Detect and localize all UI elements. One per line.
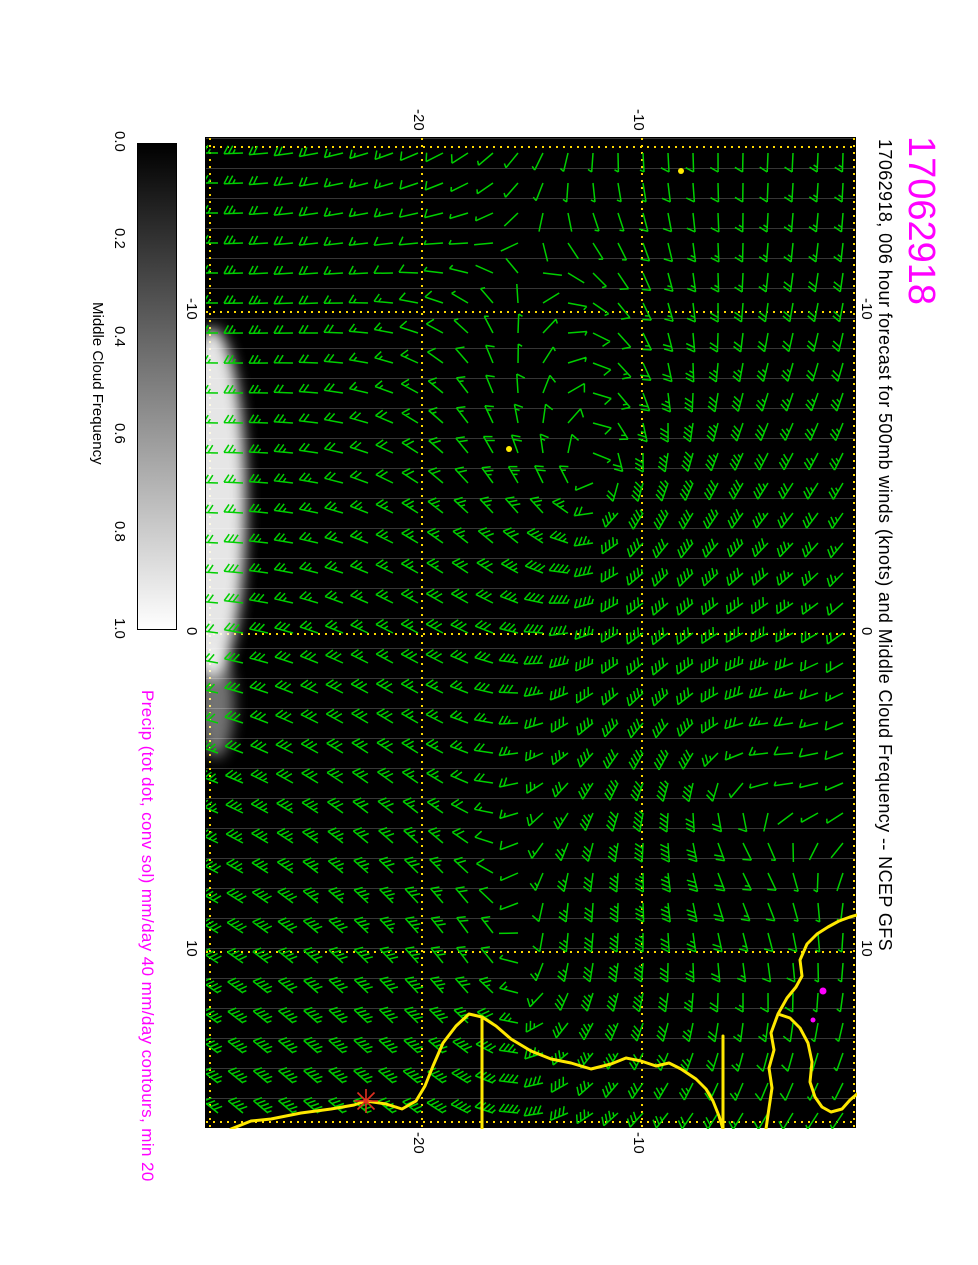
gridline-horizontal bbox=[206, 951, 857, 953]
star-marker bbox=[354, 1089, 378, 1113]
figure-title: 17062918, 006 hour forecast for 500mb wi… bbox=[875, 139, 895, 952]
precip-caption: Precip (tot dot, conv sol) mm/day 40 mm/… bbox=[138, 690, 157, 1182]
gridline-horizontal bbox=[206, 633, 857, 635]
gridline-vertical bbox=[853, 138, 855, 1129]
map-plot bbox=[205, 137, 857, 1129]
lat-tick-left: 0 bbox=[183, 627, 200, 636]
colorbar-tick-label: 0.6 bbox=[111, 423, 128, 444]
lat-tick-left: -10 bbox=[183, 298, 200, 320]
lat-tick-right: 0 bbox=[858, 627, 875, 636]
colorbar-tick-label: 0.0 bbox=[111, 131, 128, 152]
gridline-horizontal bbox=[206, 1121, 857, 1123]
lat-tick-right: 10 bbox=[858, 940, 875, 957]
date-stamp: 17062918 bbox=[900, 136, 942, 306]
lat-tick-right: -10 bbox=[858, 298, 875, 320]
cloud-shading-blob bbox=[206, 328, 246, 678]
colorbar-tick-label: 0.2 bbox=[111, 228, 128, 249]
lon-tick-top: -20 bbox=[410, 109, 427, 131]
lon-tick-top: -10 bbox=[630, 109, 647, 131]
colorbar-tick-label: 1.0 bbox=[111, 618, 128, 639]
map-canvas-svg bbox=[206, 144, 857, 1129]
dot-marker bbox=[810, 1017, 816, 1023]
cloud-shading-blob bbox=[206, 648, 234, 758]
colorbar-tick-label: 0.8 bbox=[111, 521, 128, 542]
dot-marker bbox=[819, 987, 827, 995]
lon-tick-bottom: -20 bbox=[410, 1132, 427, 1154]
coastline-path bbox=[229, 913, 857, 1129]
lon-tick-bottom: -10 bbox=[630, 1132, 647, 1154]
gridline-vertical bbox=[421, 138, 423, 1129]
dot-marker bbox=[678, 168, 684, 174]
wind-barbs-path bbox=[206, 144, 844, 1129]
gridline-horizontal bbox=[206, 311, 857, 313]
lat-tick-left: 10 bbox=[183, 940, 200, 957]
colorbar-tick-label: 0.4 bbox=[111, 326, 128, 347]
gridline-horizontal bbox=[206, 146, 857, 148]
colorbar-title: Middle Cloud Frequency bbox=[89, 302, 106, 465]
dot-marker bbox=[506, 446, 512, 452]
cloud-frequency-colorbar bbox=[137, 143, 177, 630]
